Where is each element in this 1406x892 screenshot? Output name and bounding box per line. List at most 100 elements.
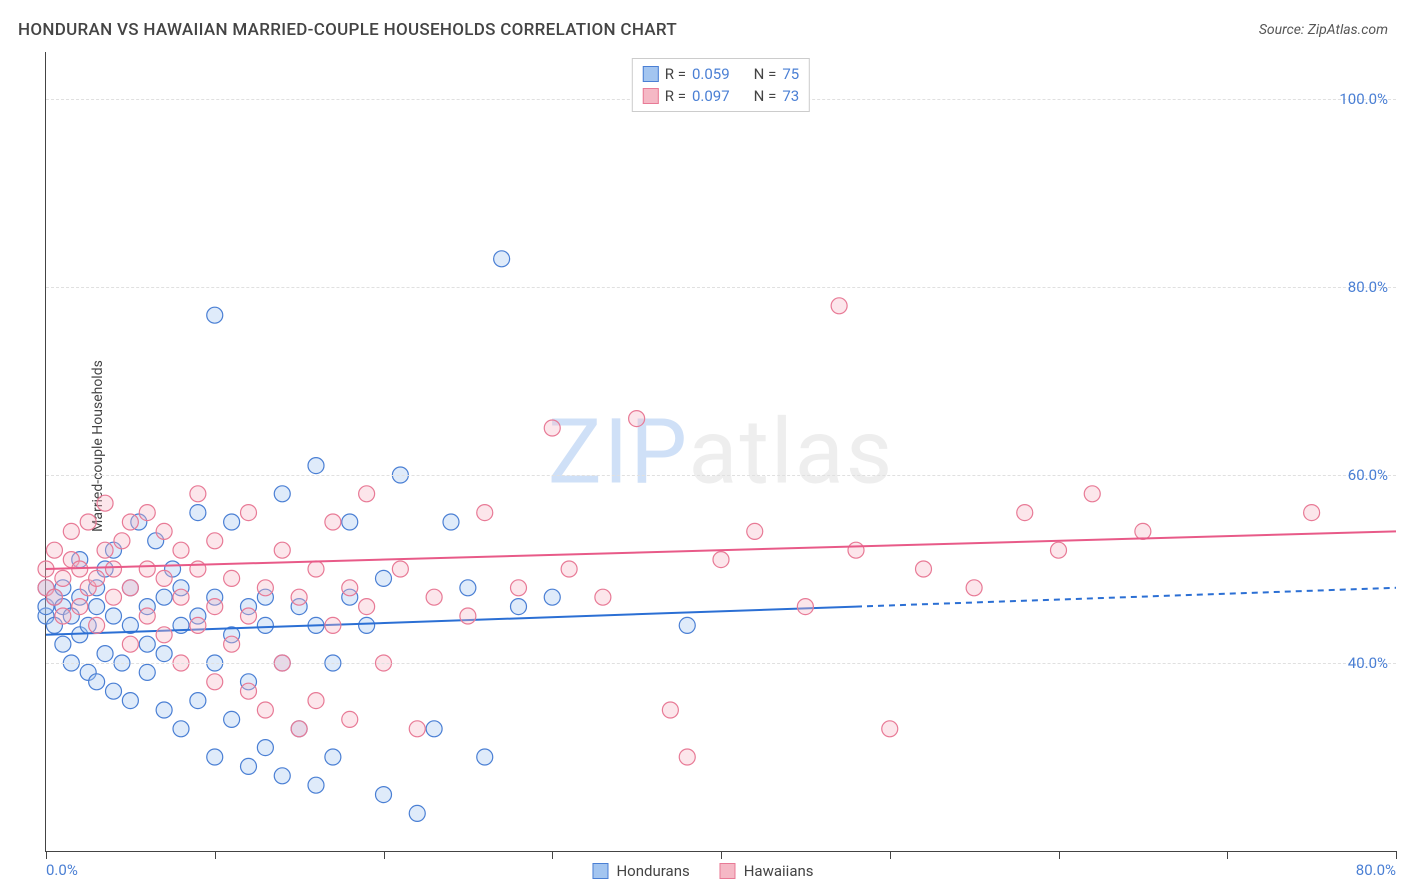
scatter-point (426, 721, 442, 737)
scatter-point (89, 617, 105, 633)
series-legend-label: Hawaiians (744, 862, 814, 880)
scatter-point (797, 599, 813, 615)
x-tick (890, 851, 891, 859)
scatter-point (426, 589, 442, 605)
scatter-point (257, 580, 273, 596)
y-tick-label: 60.0% (1348, 466, 1388, 484)
scatter-point (207, 599, 223, 615)
scatter-point (511, 599, 527, 615)
legend-r-value: 0.097 (692, 87, 730, 105)
x-tick (552, 851, 553, 859)
x-tick (1059, 851, 1060, 859)
scatter-point (97, 646, 113, 662)
scatter-point (173, 721, 189, 737)
scatter-point (89, 599, 105, 615)
scatter-point (274, 768, 290, 784)
scatter-point (80, 514, 96, 530)
scatter-point (156, 523, 172, 539)
scatter-point (916, 561, 932, 577)
scatter-point (477, 749, 493, 765)
scatter-point (63, 523, 79, 539)
scatter-point (443, 514, 459, 530)
scatter-point (207, 749, 223, 765)
y-tick-label: 80.0% (1348, 278, 1388, 296)
scatter-point (106, 683, 122, 699)
scatter-point (629, 411, 645, 427)
scatter-point (122, 580, 138, 596)
scatter-point (89, 570, 105, 586)
scatter-point (207, 533, 223, 549)
scatter-point (97, 542, 113, 558)
y-tick-label: 100.0% (1339, 90, 1388, 108)
scatter-point (1051, 542, 1067, 558)
chart-title: HONDURAN VS HAWAIIAN MARRIED-COUPLE HOUS… (18, 20, 677, 40)
scatter-point (308, 458, 324, 474)
scatter-point (274, 486, 290, 502)
legend-n-value: 73 (782, 87, 799, 105)
scatter-point (156, 627, 172, 643)
legend-n-label: N = (754, 65, 777, 83)
scatter-point (291, 721, 307, 737)
scatter-point (257, 702, 273, 718)
scatter-point (190, 561, 206, 577)
source-label: Source: ZipAtlas.com (1259, 22, 1388, 38)
plot-svg (46, 52, 1396, 851)
legend-r-label: R = (665, 65, 686, 83)
scatter-point (207, 307, 223, 323)
legend-swatch (643, 88, 659, 104)
scatter-point (224, 514, 240, 530)
legend-n-value: 75 (782, 65, 799, 83)
scatter-point (376, 787, 392, 803)
scatter-point (1017, 505, 1033, 521)
scatter-point (122, 514, 138, 530)
scatter-point (460, 608, 476, 624)
scatter-point (308, 693, 324, 709)
scatter-point (139, 561, 155, 577)
series-legend-item: Hondurans (592, 862, 689, 880)
chart-plot-area: ZIPatlas R = 0.059N = 75R = 0.097N = 73 … (45, 52, 1396, 852)
legend-row: R = 0.097N = 73 (643, 85, 799, 107)
x-tick-label: 0.0% (46, 861, 78, 879)
scatter-point (106, 608, 122, 624)
legend-swatch (592, 863, 608, 879)
scatter-point (89, 674, 105, 690)
scatter-point (409, 805, 425, 821)
scatter-point (139, 505, 155, 521)
scatter-point (1304, 505, 1320, 521)
scatter-point (122, 636, 138, 652)
correlation-legend: R = 0.059N = 75R = 0.097N = 73 (632, 58, 810, 112)
scatter-point (139, 636, 155, 652)
gridline (46, 475, 1396, 476)
scatter-point (224, 711, 240, 727)
x-tick (384, 851, 385, 859)
gridline (46, 287, 1396, 288)
scatter-point (460, 580, 476, 596)
scatter-point (713, 552, 729, 568)
scatter-point (747, 523, 763, 539)
scatter-point (97, 495, 113, 511)
scatter-point (308, 777, 324, 793)
legend-row: R = 0.059N = 75 (643, 63, 799, 85)
scatter-point (190, 486, 206, 502)
scatter-point (409, 721, 425, 737)
scatter-point (190, 693, 206, 709)
scatter-point (241, 758, 257, 774)
x-tick (215, 851, 216, 859)
scatter-point (1084, 486, 1100, 502)
scatter-point (139, 664, 155, 680)
scatter-point (156, 646, 172, 662)
scatter-point (848, 542, 864, 558)
series-legend-label: Hondurans (616, 862, 689, 880)
legend-swatch (720, 863, 736, 879)
scatter-point (55, 636, 71, 652)
scatter-point (325, 749, 341, 765)
scatter-point (190, 617, 206, 633)
scatter-point (342, 711, 358, 727)
scatter-point (511, 580, 527, 596)
scatter-point (359, 617, 375, 633)
scatter-point (477, 505, 493, 521)
scatter-point (494, 251, 510, 267)
gridline (46, 663, 1396, 664)
scatter-point (342, 580, 358, 596)
series-legend: Hondurans Hawaiians (592, 862, 813, 880)
